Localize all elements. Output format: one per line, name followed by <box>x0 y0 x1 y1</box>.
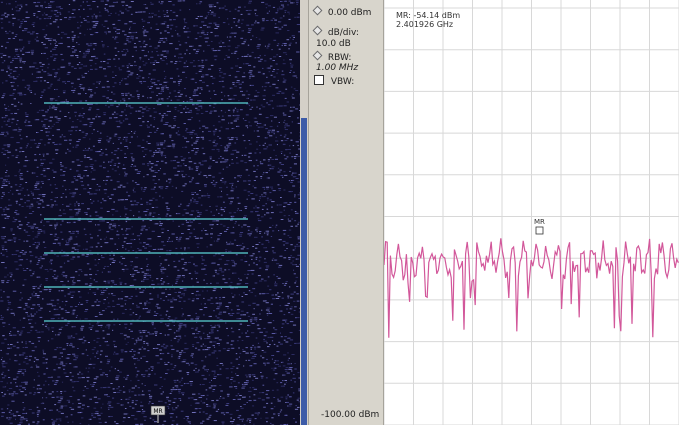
db-per-div-label: dB/div: <box>327 28 359 38</box>
marker-frequency-readout: 2.401926 GHz <box>396 20 454 29</box>
spectrogram-marker[interactable]: MR <box>150 405 166 423</box>
trace-marker[interactable]: MR <box>534 218 545 235</box>
scrollbar-thumb[interactable] <box>301 118 307 425</box>
vbw-control[interactable]: VBW: <box>314 75 354 87</box>
spectrogram-marker-label: MR <box>153 408 162 415</box>
spectrum-plot[interactable]: MR <box>384 0 679 425</box>
spectrogram-background <box>0 0 300 425</box>
bottom-level-value: -100.00 dBm <box>321 410 380 420</box>
ref-level-value: 0.00 dBm <box>327 8 372 18</box>
db-per-div-control[interactable]: dB/div: <box>312 25 359 38</box>
trace-marker-label: MR <box>534 218 545 226</box>
marker-readout: MR: -54.14 dBm 2.401926 GHz <box>396 11 460 29</box>
diamond-icon <box>312 5 323 16</box>
rbw-control[interactable]: RBW: <box>312 50 352 63</box>
rbw-label: RBW: <box>327 53 352 63</box>
vbw-checkbox[interactable] <box>314 75 324 85</box>
marker-power-readout: MR: -54.14 dBm <box>396 11 461 20</box>
control-panel: 0.00 dBm dB/div: 10.0 dB RBW: 1.00 MHz V… <box>308 0 384 425</box>
ref-level-control[interactable]: 0.00 dBm <box>312 5 372 18</box>
vbw-label: VBW: <box>330 77 355 87</box>
spectrum-trace <box>384 238 679 338</box>
spectrogram-display[interactable]: MR <box>0 0 300 425</box>
db-per-div-value[interactable]: 10.0 dB <box>316 39 351 49</box>
rbw-value[interactable]: 1.00 MHz <box>316 63 359 73</box>
diamond-icon <box>312 50 323 61</box>
plot-grid <box>384 0 679 425</box>
spectrogram-noise <box>0 0 300 425</box>
diamond-icon <box>312 25 323 36</box>
